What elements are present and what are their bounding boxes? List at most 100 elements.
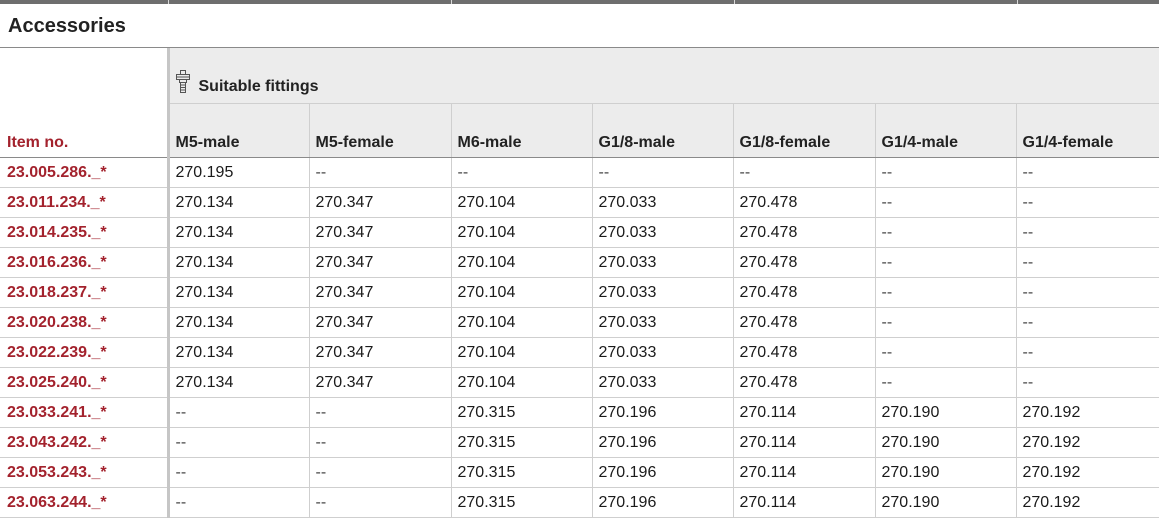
fitting-cell: 270.104 xyxy=(450,187,592,218)
fitting-cell: -- xyxy=(1015,157,1159,188)
fitting-cell: 270.315 xyxy=(450,457,592,488)
fitting-cell: 270.134 xyxy=(166,217,309,248)
fitting-cell: 270.134 xyxy=(166,277,309,308)
fitting-cell: 270.134 xyxy=(166,247,309,278)
fitting-cell: 270.192 xyxy=(1015,397,1159,428)
fitting-cell: 270.196 xyxy=(591,397,733,428)
fitting-cell: 270.478 xyxy=(732,247,875,278)
fitting-cell: 270.033 xyxy=(591,337,733,368)
table-body: 23.005.286._* 270.195 -- -- -- -- -- -- 23.011.2… xyxy=(0,157,1159,518)
fitting-cell: 270.192 xyxy=(1015,427,1159,458)
fitting-cell: -- xyxy=(166,397,309,428)
title-rule xyxy=(0,47,1159,48)
table-row: 23.043.242._* -- -- 270.315 270.196 270.114 27… xyxy=(0,427,1159,458)
fitting-cell: 270.134 xyxy=(166,187,309,218)
fitting-cell: -- xyxy=(450,157,592,188)
table-row: 23.025.240._* 270.134 270.347 270.104 270.03… xyxy=(0,367,1159,398)
fitting-cell: -- xyxy=(1015,187,1159,218)
fitting-cell: -- xyxy=(166,427,309,458)
fitting-cell: 270.196 xyxy=(591,457,733,488)
group-header-row: Suitable fittings xyxy=(0,48,1159,104)
fitting-cell: -- xyxy=(308,487,451,518)
section-title: Accessories xyxy=(8,15,126,37)
fitting-cell: 270.347 xyxy=(308,307,451,338)
column-header: G1/4-male xyxy=(874,103,1016,158)
fitting-cell: 270.033 xyxy=(591,217,733,248)
table-row: 23.020.238._* 270.134 270.347 270.104 270.03… xyxy=(0,307,1159,338)
fitting-cell: 270.315 xyxy=(450,487,592,518)
top-rule-tick xyxy=(734,0,735,4)
group-header-suitable-fittings: Suitable fittings xyxy=(166,48,1159,104)
fitting-cell: -- xyxy=(308,397,451,428)
fitting-cell: -- xyxy=(1015,337,1159,368)
item-number: 23.033.241._* xyxy=(0,397,168,428)
table-row: 23.063.244._* -- -- 270.315 270.196 270.114 27… xyxy=(0,487,1159,518)
item-no-header: Item no. xyxy=(0,103,168,158)
fitting-cell: 270.104 xyxy=(450,277,592,308)
fitting-cell: -- xyxy=(874,187,1016,218)
table-row: 23.016.236._* 270.134 270.347 270.104 270.03… xyxy=(0,247,1159,278)
fitting-cell: -- xyxy=(308,427,451,458)
column-header: M5-female xyxy=(308,103,451,158)
fitting-cell: -- xyxy=(1015,217,1159,248)
fitting-cell: 270.478 xyxy=(732,187,875,218)
fitting-cell: 270.033 xyxy=(591,187,733,218)
fitting-cell: -- xyxy=(874,157,1016,188)
fitting-cell: 270.192 xyxy=(1015,457,1159,488)
item-number: 23.063.244._* xyxy=(0,487,168,518)
fitting-cell: -- xyxy=(166,457,309,488)
item-number: 23.016.236._* xyxy=(0,247,168,278)
item-number: 23.022.239._* xyxy=(0,337,168,368)
fitting-cell: -- xyxy=(308,157,451,188)
fitting-cell: 270.114 xyxy=(732,487,875,518)
table-row: 23.014.235._* 270.134 270.347 270.104 270.03… xyxy=(0,217,1159,248)
column-header: G1/8-female xyxy=(732,103,875,158)
fitting-cell: -- xyxy=(874,217,1016,248)
fitting-cell: 270.190 xyxy=(874,487,1016,518)
fitting-cell: 270.104 xyxy=(450,367,592,398)
fitting-cell: 270.196 xyxy=(591,487,733,518)
fitting-cell: -- xyxy=(1015,307,1159,338)
fitting-cell: -- xyxy=(1015,367,1159,398)
fitting-cell: 270.114 xyxy=(732,457,875,488)
fitting-cell: 270.033 xyxy=(591,307,733,338)
column-header-row: Item no. M5-male M5-female M6-male G1/8-mal… xyxy=(0,103,1159,158)
fitting-cell: -- xyxy=(874,277,1016,308)
fitting-cell: 270.478 xyxy=(732,307,875,338)
fitting-cell: 270.347 xyxy=(308,247,451,278)
fitting-cell: 270.033 xyxy=(591,247,733,278)
accessories-table: Suitable fittings Item no. M5-male M5-fem… xyxy=(0,48,1159,518)
table-row: 23.053.243._* -- -- 270.315 270.196 270.114 27… xyxy=(0,457,1159,488)
fitting-cell: 270.478 xyxy=(732,337,875,368)
fitting-cell: 270.478 xyxy=(732,277,875,308)
group-label-wrap: Suitable fittings xyxy=(175,70,319,96)
fitting-cell: 270.478 xyxy=(732,217,875,248)
fitting-cell: 270.347 xyxy=(308,277,451,308)
top-rule-tick xyxy=(168,0,169,4)
fitting-cell: 270.134 xyxy=(166,307,309,338)
column-header: M6-male xyxy=(450,103,592,158)
fitting-cell: -- xyxy=(1015,247,1159,278)
fitting-cell: 270.192 xyxy=(1015,487,1159,518)
item-number: 23.043.242._* xyxy=(0,427,168,458)
column-header: G1/8-male xyxy=(591,103,733,158)
fitting-cell: 270.033 xyxy=(591,277,733,308)
fitting-cell: 270.104 xyxy=(450,307,592,338)
fitting-cell: -- xyxy=(591,157,733,188)
item-number: 23.053.243._* xyxy=(0,457,168,488)
fitting-cell: -- xyxy=(166,487,309,518)
fitting-cell: 270.195 xyxy=(166,157,309,188)
fitting-cell: 270.114 xyxy=(732,397,875,428)
fitting-cell: -- xyxy=(732,157,875,188)
fitting-cell: 270.190 xyxy=(874,397,1016,428)
fitting-cell: 270.134 xyxy=(166,337,309,368)
fitting-cell: -- xyxy=(874,247,1016,278)
top-rule xyxy=(0,0,1159,4)
table-row: 23.005.286._* 270.195 -- -- -- -- -- -- xyxy=(0,157,1159,188)
fitting-cell: 270.347 xyxy=(308,187,451,218)
fitting-cell: -- xyxy=(874,307,1016,338)
fitting-cell: 270.190 xyxy=(874,457,1016,488)
fitting-cell: 270.315 xyxy=(450,397,592,428)
fitting-cell: 270.033 xyxy=(591,367,733,398)
fitting-cell: 270.104 xyxy=(450,217,592,248)
